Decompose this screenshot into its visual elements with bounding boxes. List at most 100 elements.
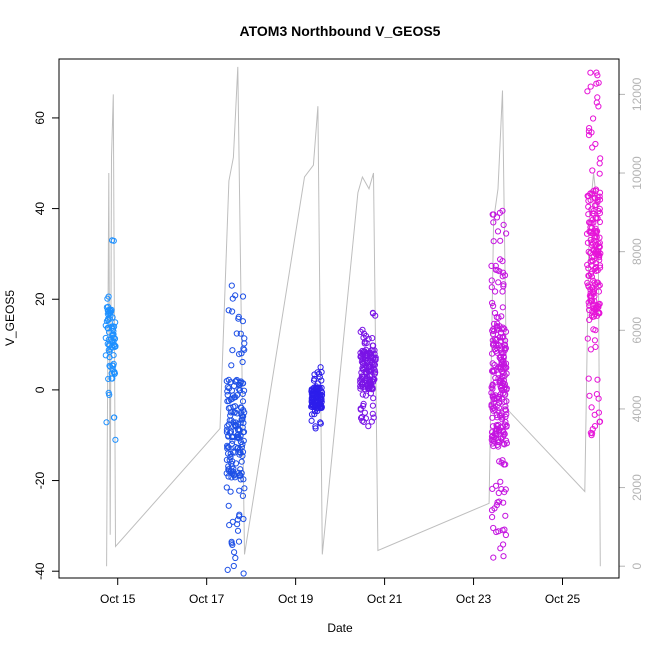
scatter-points — [102, 69, 604, 577]
data-point-cluster-5 — [500, 281, 507, 288]
data-point-cluster-3 — [316, 370, 323, 377]
data-point-cluster-2 — [234, 433, 241, 440]
data-point-cluster-4 — [367, 350, 374, 357]
data-point-cluster-4 — [359, 381, 366, 388]
data-point-cluster-2 — [224, 384, 231, 391]
data-point-cluster-2 — [235, 469, 242, 476]
data-point-cluster-6 — [592, 327, 599, 334]
data-point-cluster-5 — [492, 482, 500, 489]
data-point-cluster-2 — [240, 476, 247, 483]
data-point-cluster-2 — [240, 345, 247, 352]
chart-title: ATOM3 Northbound V_GEOS5 — [240, 23, 441, 39]
data-point-cluster-2 — [239, 318, 246, 325]
data-point-cluster-3 — [312, 423, 319, 430]
data-point-cluster-2 — [235, 538, 243, 545]
data-point-cluster-3 — [316, 396, 324, 403]
data-point-cluster-2 — [229, 437, 236, 444]
data-point-cluster-4 — [362, 368, 369, 375]
data-point-cluster-5 — [489, 432, 496, 439]
data-point-cluster-6 — [594, 304, 601, 311]
data-point-cluster-5 — [494, 320, 501, 327]
data-point-cluster-2 — [223, 456, 230, 463]
data-point-cluster-4 — [367, 390, 374, 397]
data-point-cluster-2 — [236, 487, 243, 494]
data-point-cluster-6 — [594, 279, 602, 286]
y-tick-label: 0 — [33, 386, 47, 393]
data-point-cluster-5 — [496, 498, 503, 505]
data-point-cluster-5 — [503, 422, 510, 429]
data-point-cluster-4 — [362, 386, 369, 393]
data-point-cluster-1 — [110, 414, 118, 421]
y2-tick-label: 6000 — [630, 317, 644, 344]
data-point-cluster-3 — [317, 391, 324, 398]
x-tick-label: Oct 25 — [545, 592, 581, 606]
data-point-cluster-2 — [240, 437, 247, 444]
data-point-cluster-5 — [489, 485, 496, 492]
y2-tick-label: 0 — [630, 563, 644, 570]
data-point-cluster-5 — [495, 279, 502, 286]
data-point-cluster-2 — [232, 554, 239, 562]
data-point-cluster-5 — [496, 399, 503, 406]
data-point-cluster-6 — [590, 210, 597, 217]
data-point-cluster-2 — [236, 351, 243, 358]
data-point-cluster-3 — [308, 417, 315, 424]
data-point-cluster-4 — [362, 415, 369, 422]
data-point-cluster-2 — [228, 474, 235, 481]
data-point-cluster-3 — [312, 425, 319, 432]
data-point-cluster-4 — [369, 335, 376, 342]
data-point-cluster-5 — [499, 288, 506, 295]
data-point-cluster-4 — [372, 355, 379, 363]
data-point-cluster-3 — [317, 420, 324, 427]
data-point-cluster-4 — [366, 368, 373, 375]
data-point-cluster-2 — [237, 404, 244, 411]
data-point-cluster-5 — [503, 230, 510, 237]
data-point-cluster-5 — [489, 405, 496, 412]
data-point-cluster-6 — [592, 343, 599, 350]
data-point-cluster-4 — [366, 364, 373, 371]
data-point-cluster-2 — [229, 518, 236, 525]
data-point-cluster-5 — [493, 411, 500, 419]
data-point-cluster-2 — [223, 470, 230, 477]
data-point-cluster-2 — [228, 362, 235, 369]
data-point-cluster-4 — [369, 402, 376, 409]
data-point-cluster-5 — [488, 277, 495, 284]
data-point-cluster-2 — [234, 392, 241, 399]
data-point-cluster-6 — [586, 302, 593, 309]
data-point-cluster-5 — [500, 499, 507, 506]
data-point-cluster-5 — [503, 398, 510, 405]
data-point-cluster-4 — [367, 361, 374, 368]
data-point-cluster-5 — [500, 269, 507, 276]
data-point-cluster-1 — [105, 293, 112, 300]
data-point-cluster-2 — [240, 380, 247, 387]
data-point-cluster-2 — [225, 307, 232, 314]
data-point-cluster-5 — [500, 221, 507, 228]
data-point-cluster-6 — [586, 392, 593, 399]
data-point-cluster-5 — [502, 406, 509, 413]
data-point-cluster-2 — [235, 315, 242, 322]
y-tick-label: 40 — [33, 202, 47, 216]
data-point-cluster-2 — [230, 562, 237, 570]
data-point-cluster-6 — [585, 132, 593, 139]
data-point-cluster-5 — [503, 364, 510, 371]
data-point-cluster-6 — [595, 103, 602, 110]
data-point-cluster-4 — [361, 340, 368, 347]
data-point-cluster-5 — [500, 553, 507, 560]
data-point-cluster-5 — [497, 329, 504, 336]
data-point-cluster-2 — [224, 442, 231, 449]
data-point-cluster-5 — [497, 478, 504, 485]
data-point-cluster-5 — [497, 356, 505, 363]
data-point-cluster-2 — [227, 488, 234, 495]
data-point-cluster-5 — [502, 345, 509, 352]
data-point-cluster-6 — [587, 69, 594, 76]
y-axis-label: V_GEOS5 — [3, 290, 17, 346]
data-point-cluster-2 — [227, 412, 234, 419]
data-point-cluster-5 — [502, 413, 509, 420]
data-point-cluster-5 — [503, 370, 510, 377]
data-point-cluster-2 — [226, 385, 233, 392]
x-tick-label: Oct 15 — [100, 592, 136, 606]
data-point-cluster-1 — [102, 334, 109, 342]
data-point-cluster-6 — [591, 234, 598, 241]
data-point-cluster-2 — [234, 527, 242, 534]
data-point-cluster-6 — [584, 279, 591, 286]
